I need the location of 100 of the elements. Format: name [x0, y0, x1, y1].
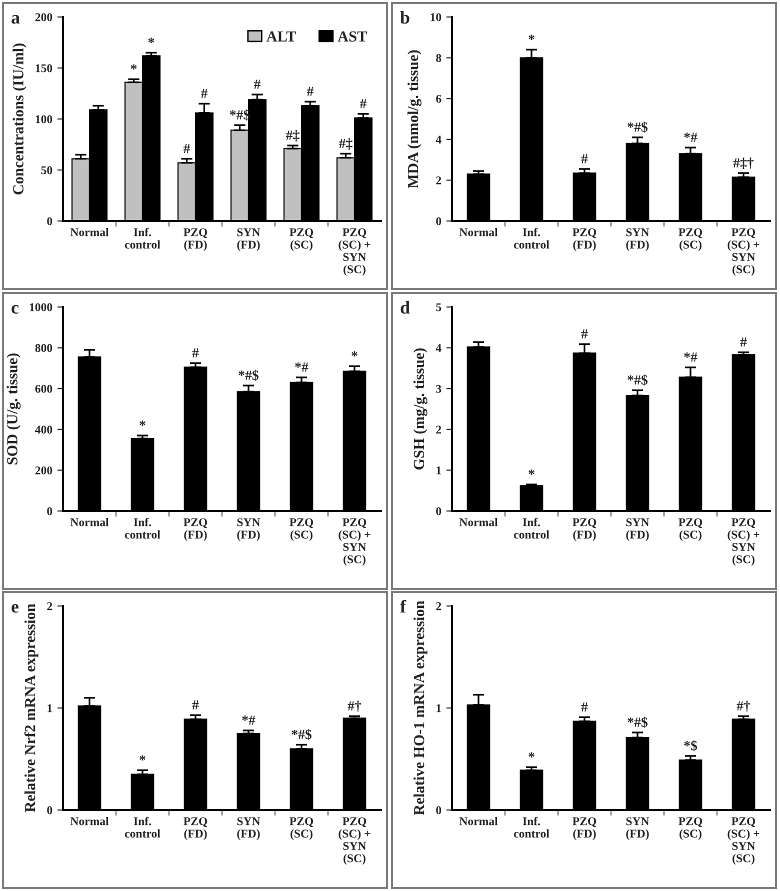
annotation: #†: [736, 700, 750, 712]
x-tick-label: PZQ (SC) + SYN (SC): [728, 817, 760, 865]
y-tick-label: 0: [47, 217, 52, 226]
y-tick-label: 4: [436, 344, 442, 352]
chart-title: e: [12, 604, 19, 613]
annotation: *#: [684, 352, 698, 362]
annotation: *: [148, 38, 154, 44]
x-tick-label: Inf. control: [124, 816, 160, 838]
x-tick-label: Normal: [70, 518, 109, 526]
y-axis-title: Concentrations (IU/ml): [12, 44, 27, 194]
annotation: *#$: [628, 716, 648, 728]
annotation: *: [528, 470, 534, 475]
x-tick-label: PZQ (SC): [678, 518, 702, 541]
y-tick-label: 3: [436, 384, 442, 393]
x-tick-label: Normal: [459, 816, 498, 826]
x-tick-label: PZQ (SC) + SYN (SC): [338, 228, 370, 276]
annotation: #: [581, 154, 588, 164]
annotation: #: [740, 337, 747, 347]
x-tick-label: Normal: [459, 518, 498, 526]
annotation: #‡: [338, 138, 352, 150]
annotation: *#: [295, 362, 308, 372]
x-tick-label: PZQ (FD): [572, 817, 596, 840]
chart-title: b: [400, 11, 410, 24]
annotation: #‡: [286, 130, 300, 142]
x-tick-label: PZQ (SC): [678, 817, 702, 840]
x-tick-label: PZQ (SC) + SYN (SC): [338, 817, 370, 865]
y-tick-label: 1: [436, 704, 441, 712]
x-tick-label: PZQ (SC) + SYN (SC): [728, 228, 760, 276]
y-tick-label: 0: [436, 507, 442, 516]
annotation: #: [192, 700, 199, 710]
x-tick-label: Inf. control: [514, 228, 550, 249]
annotation: #: [254, 80, 261, 89]
x-tick-label: PZQ (FD): [184, 518, 208, 541]
annotation: #†: [348, 700, 362, 712]
annotation: *#: [684, 132, 698, 142]
annotation: *#$: [238, 370, 259, 381]
annotation: *$: [684, 740, 698, 752]
annotation: *: [130, 64, 137, 70]
x-tick-label: PZQ (SC): [678, 228, 702, 251]
x-tick-label: PZQ (SC) + SYN (SC): [728, 518, 760, 566]
chart-title: c: [12, 305, 19, 314]
y-tick-label: 0: [47, 806, 52, 814]
y-tick-label: 10: [430, 13, 442, 22]
annotation: *: [140, 420, 146, 426]
annotation: #: [306, 86, 314, 96]
x-tick-label: SYN (FD): [626, 817, 650, 840]
chart-title: d: [400, 301, 410, 314]
y-tick-label: 1: [436, 466, 441, 474]
x-tick-label: Inf. control: [124, 228, 160, 249]
annotation: *#$: [628, 374, 648, 386]
x-tick-label: SYN (FD): [626, 228, 650, 251]
chart-title: f: [400, 600, 406, 613]
annotation: #: [192, 348, 199, 358]
y-tick-label: 1: [48, 704, 52, 712]
annotation: *#: [242, 716, 256, 725]
y-tick-label: 0: [436, 217, 442, 226]
x-tick-label: Normal: [70, 228, 109, 236]
annotation: *: [528, 34, 534, 40]
y-tick-label: 6: [436, 94, 442, 103]
x-tick-label: PZQ (FD): [572, 518, 596, 541]
y-tick-label: 8: [436, 54, 442, 62]
annotation: #: [581, 329, 588, 338]
x-tick-label: PZQ (FD): [572, 228, 596, 251]
x-tick-label: Normal: [70, 816, 109, 826]
y-tick-label: 0: [47, 507, 52, 516]
y-tick-label: 5: [436, 303, 442, 312]
y-tick-label: 150: [36, 64, 52, 72]
x-tick-label: PZQ (FD): [184, 817, 208, 840]
x-tick-label: PZQ (SC): [290, 817, 314, 840]
y-tick-label: 1000: [30, 303, 52, 312]
annotation: #: [183, 144, 190, 154]
y-axis-title: Relative Nrf2 mRNA expression: [24, 604, 38, 812]
x-tick-label: Inf. control: [514, 518, 550, 539]
y-axis-title: Relative HO-1 mRNA expression: [413, 600, 428, 816]
x-tick-label: SYN (FD): [237, 518, 260, 541]
y-tick-label: 800: [35, 344, 52, 352]
x-tick-label: SYN (FD): [237, 228, 260, 251]
y-axis-title: SOD (U/g. tissue): [6, 353, 21, 464]
x-tick-label: Normal: [459, 228, 498, 236]
annotation: *#$: [292, 728, 312, 740]
y-tick-label: 200: [35, 466, 52, 474]
annotation: #: [360, 99, 367, 108]
x-tick-label: PZQ (SC): [290, 518, 314, 541]
y-axis-title: MDA (nmol/g. tissue): [407, 50, 422, 188]
annotation: #‡†: [733, 158, 754, 169]
annotation: *: [528, 752, 534, 758]
annotation: #: [200, 88, 208, 98]
x-tick-label: Inf. control: [514, 816, 550, 838]
y-tick-label: 2: [47, 602, 52, 610]
x-tick-label: SYN (FD): [237, 817, 260, 840]
x-tick-label: PZQ (FD): [184, 228, 208, 251]
y-tick-label: 2: [436, 426, 442, 434]
y-tick-label: 2: [436, 176, 442, 184]
annotation: *: [352, 351, 358, 356]
y-tick-label: 50: [41, 166, 52, 174]
annotation: *#$: [628, 122, 648, 133]
chart-title: a: [12, 15, 20, 24]
annotation: *: [140, 755, 146, 761]
x-tick-label: PZQ (SC) + SYN (SC): [338, 518, 370, 566]
y-tick-label: 100: [36, 115, 52, 124]
